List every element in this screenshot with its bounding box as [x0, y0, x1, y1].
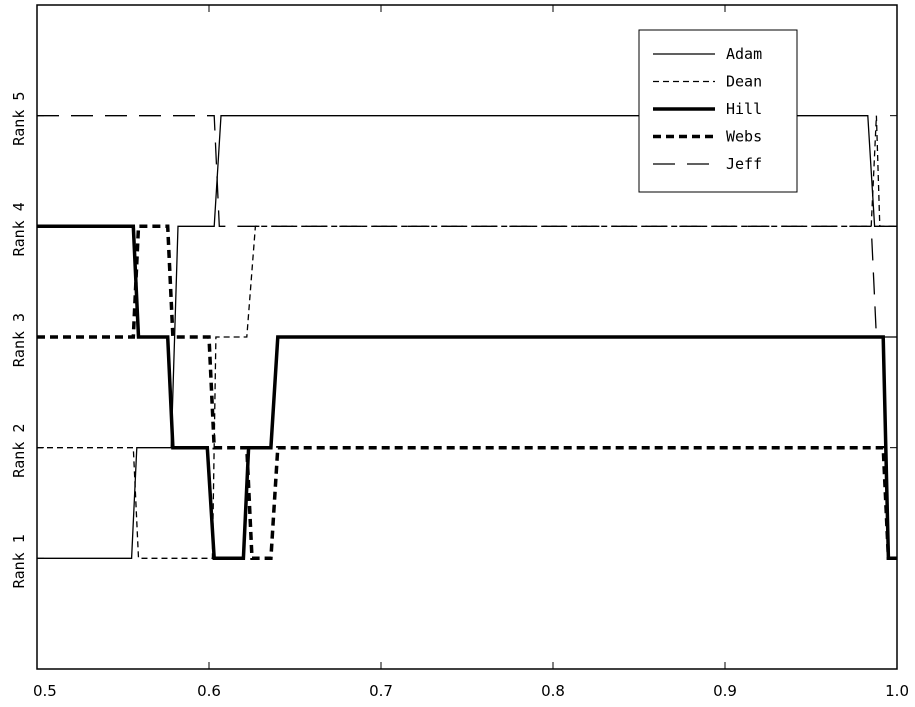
series-line-webs [37, 224, 897, 561]
tick-layer: 0.5 0.6 0.7 0.8 0.9 1.0 Rank 1 Rank 2 Rank 3 Rank… [10, 5, 909, 700]
legend-box [638, 29, 798, 193]
series-line-jeff [37, 115, 897, 338]
series-layer [37, 115, 897, 561]
y-tick-label: Rank 5 [10, 92, 28, 146]
x-tick-label: 0.7 [369, 682, 393, 700]
series-line-dean [37, 115, 897, 559]
y-tick-label: Rank 3 [10, 313, 28, 367]
legend-label-jeff: Jeff [726, 155, 762, 173]
x-tick-label: 1.0 [885, 682, 909, 700]
x-tick-label: 0.6 [197, 682, 221, 700]
y-tick-label: Rank 2 [10, 424, 28, 478]
y-tick-label: Rank 4 [10, 202, 28, 256]
legend-label-dean: Dean [726, 73, 762, 91]
legend-label-adam: Adam [726, 45, 762, 63]
legend-label-webs: Webs [726, 128, 762, 146]
series-line-hill [37, 224, 897, 561]
y-tick-label: Rank 1 [10, 534, 28, 588]
x-tick-label: 0.5 [33, 682, 57, 700]
x-tick-label: 0.9 [713, 682, 737, 700]
legend: Adam Dean Hill Webs Jeff [638, 29, 798, 193]
x-tick-label: 0.8 [541, 682, 565, 700]
legend-label-hill: Hill [726, 100, 762, 118]
